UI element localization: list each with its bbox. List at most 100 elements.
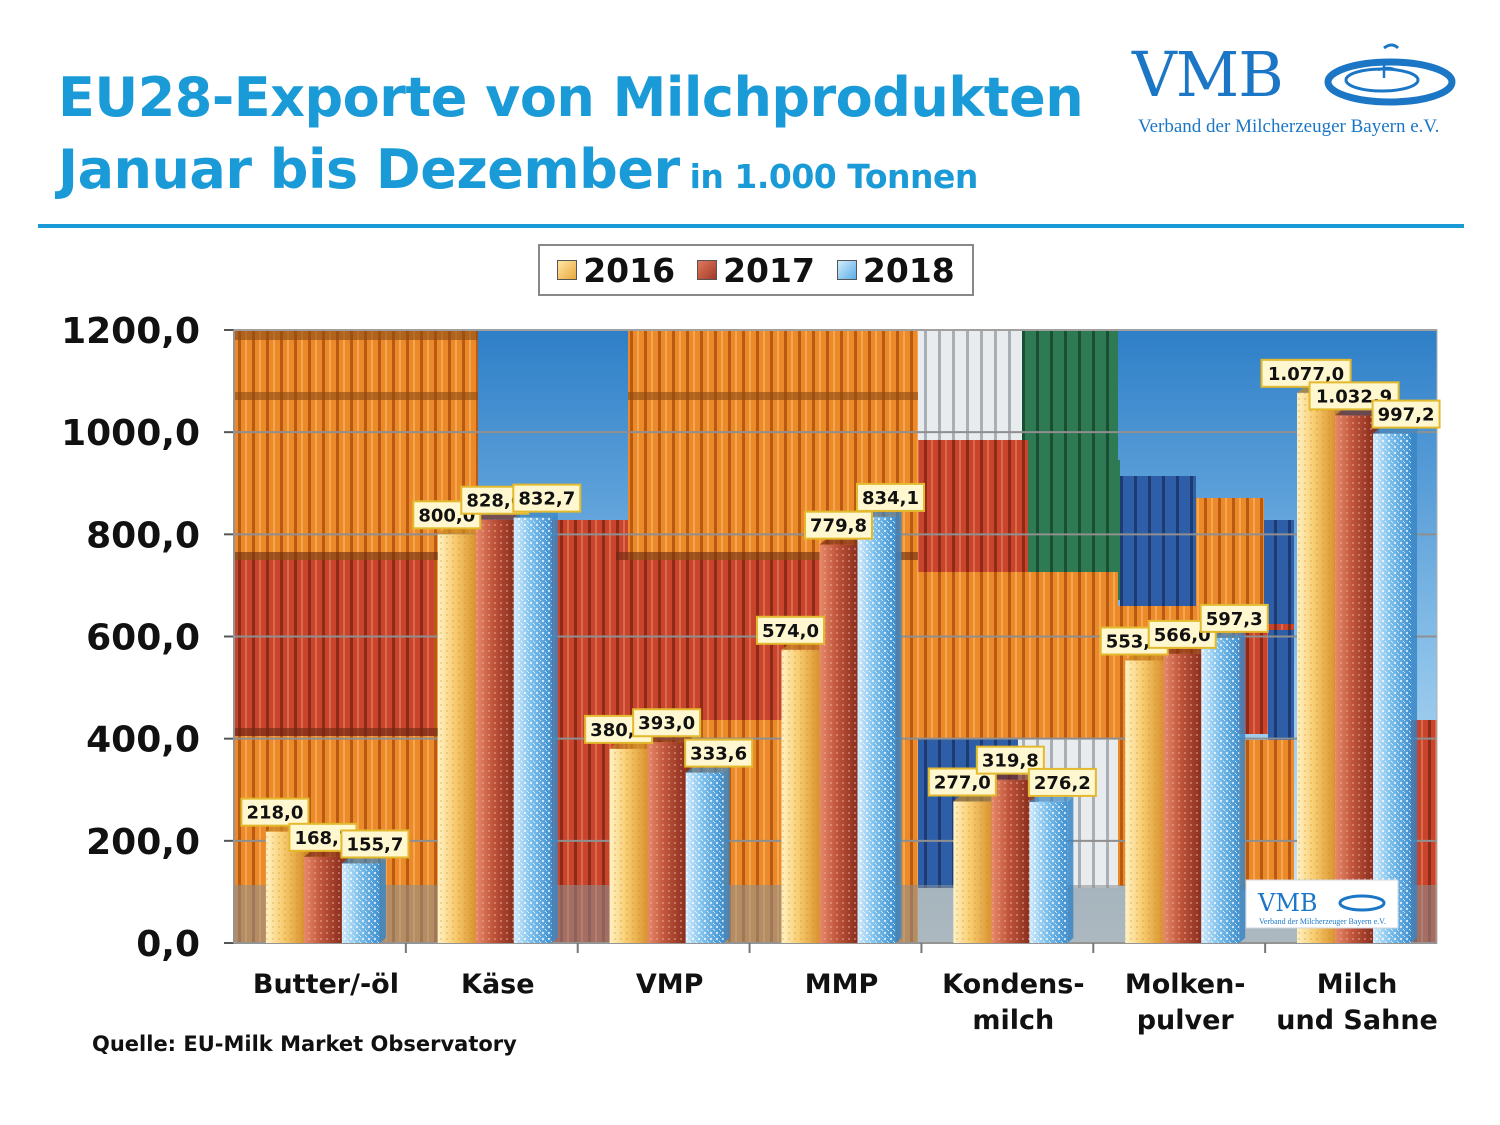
bar-top bbox=[1163, 648, 1208, 654]
value-label-box bbox=[684, 738, 754, 768]
value-label-box bbox=[512, 483, 582, 513]
value-label-text: 218,0 bbox=[246, 803, 303, 824]
y-tick-labels: 0,0 200,0 400,0 600,0 800,0 1000,0 1200,0 bbox=[61, 311, 200, 965]
value-label-text: 393,0 bbox=[638, 713, 695, 734]
watermark-text: VMB bbox=[1257, 889, 1318, 917]
value-label: 333,6 bbox=[684, 738, 754, 768]
x-tick-label: Molken- bbox=[1125, 969, 1246, 1000]
value-label-text: 277,0 bbox=[934, 772, 991, 793]
bar-top bbox=[437, 529, 482, 535]
value-label-text: 574,0 bbox=[762, 621, 819, 642]
bar-2017-0 bbox=[303, 851, 348, 943]
bar-texture bbox=[1125, 660, 1164, 943]
chart-legend: 2016 2017 2018 bbox=[538, 244, 974, 296]
logo-swirl-icon bbox=[1324, 43, 1456, 106]
bar-2018-5 bbox=[1201, 632, 1246, 943]
bar-texture bbox=[303, 856, 342, 943]
bar-top bbox=[609, 743, 654, 749]
x-tick-label: pulver bbox=[1137, 1005, 1235, 1036]
y-tick-label: 1200,0 bbox=[61, 311, 200, 352]
x-tick-label: VMP bbox=[636, 969, 704, 1000]
value-label: 155,7 bbox=[340, 829, 410, 859]
bar-side bbox=[1067, 796, 1074, 943]
bar-2017-2 bbox=[647, 737, 692, 943]
bar-2018-4 bbox=[1029, 796, 1074, 943]
value-label: 832,7 bbox=[512, 483, 582, 513]
title-line2-main: Januar bis Dezember bbox=[58, 138, 680, 201]
bar-texture bbox=[1163, 653, 1202, 943]
logo-subtitle: Verband der Milcherzeuger Bayern e.V. bbox=[1138, 116, 1440, 137]
x-tick-label: MMP bbox=[805, 969, 879, 1000]
value-label: 218,0 bbox=[240, 797, 310, 827]
y-tick-label: 400,0 bbox=[86, 720, 200, 761]
watermark-logo: VMB Verband der Milcherzeuger Bayern e.V… bbox=[1245, 879, 1399, 929]
value-label-text: 828,6 bbox=[466, 491, 523, 512]
bar-2018-2 bbox=[685, 767, 730, 943]
x-tick-labels: Butter/-öl Käse VMP MMP Kondens-milch Molken-… bbox=[253, 969, 1438, 1036]
bar-texture bbox=[781, 649, 820, 943]
value-label-text: 997,2 bbox=[1378, 405, 1435, 426]
value-label-text: 832,7 bbox=[518, 489, 575, 510]
legend-swatch-2018 bbox=[836, 260, 857, 280]
bar-texture bbox=[991, 779, 1030, 943]
bar-texture bbox=[647, 742, 686, 943]
x-tick-label: und Sahne bbox=[1276, 1005, 1438, 1036]
y-tick-label: 600,0 bbox=[86, 618, 200, 659]
logo-text: VMB bbox=[1132, 38, 1284, 111]
bar-texture bbox=[1335, 415, 1374, 944]
value-label-box bbox=[632, 708, 702, 738]
bar-top bbox=[475, 514, 520, 520]
bar-2018-6 bbox=[1373, 428, 1418, 943]
value-label-box bbox=[412, 500, 482, 530]
title-unit: in 1.000 Tonnen bbox=[689, 157, 979, 196]
watermark-swirl-icon bbox=[1338, 894, 1386, 912]
bar-top bbox=[1335, 410, 1380, 416]
bar-top bbox=[953, 796, 998, 802]
bar-2016-1 bbox=[437, 529, 482, 943]
bar-texture bbox=[1373, 433, 1412, 943]
title-divider bbox=[38, 224, 1464, 228]
bar-top bbox=[647, 737, 692, 743]
bar-side bbox=[723, 767, 730, 943]
value-label-box bbox=[856, 482, 925, 512]
y-tick-label: 1000,0 bbox=[61, 413, 200, 454]
bar-texture bbox=[1297, 392, 1336, 943]
value-label-text: 1.077,0 bbox=[1268, 364, 1344, 385]
x-tick-label: Milch bbox=[1317, 969, 1398, 1000]
value-label-text: 276,2 bbox=[1034, 773, 1091, 794]
bar-top bbox=[819, 539, 864, 545]
bar-texture bbox=[685, 772, 724, 943]
bar-side bbox=[551, 512, 558, 943]
y-tick-label: 200,0 bbox=[86, 822, 200, 863]
x-tick-label: Butter/-öl bbox=[253, 969, 399, 1000]
bar-texture bbox=[819, 544, 858, 943]
bar-texture bbox=[857, 516, 896, 943]
bar-texture bbox=[1029, 801, 1068, 943]
value-label-text: 834,1 bbox=[862, 488, 919, 509]
bar-texture bbox=[341, 863, 380, 943]
x-tick-label: Kondens- bbox=[942, 969, 1084, 1000]
legend-item-2018: 2018 bbox=[836, 250, 955, 290]
bar-top bbox=[303, 851, 348, 857]
legend-label-2018: 2018 bbox=[862, 250, 955, 290]
vmb-logo: VMB Verband der Milcherzeuger Bayern e.V… bbox=[1132, 36, 1462, 146]
bar-top bbox=[991, 774, 1036, 780]
value-labels: 218,0168,7155,7800,0828,6832,7380,0393,0… bbox=[240, 358, 1441, 859]
bar-2016-2 bbox=[609, 743, 654, 943]
bar-side bbox=[1411, 428, 1418, 943]
bar-2016-4 bbox=[953, 796, 998, 943]
legend-item-2017: 2017 bbox=[697, 251, 815, 290]
value-label: 597,3 bbox=[1199, 603, 1269, 633]
legend-label-2016: 2016 bbox=[583, 250, 676, 290]
value-label: 779,8 bbox=[804, 510, 873, 540]
bar-top bbox=[1125, 655, 1170, 661]
bar-2017-5 bbox=[1163, 648, 1208, 943]
x-tick-label: milch bbox=[972, 1005, 1054, 1036]
value-label-text: 566,0 bbox=[1154, 625, 1211, 646]
bar-texture bbox=[953, 801, 992, 943]
legend-item-2016: 2016 bbox=[557, 251, 675, 290]
value-label: 800,0 bbox=[412, 500, 482, 530]
value-label-text: 155,7 bbox=[346, 834, 403, 855]
value-label: 276,2 bbox=[1027, 767, 1097, 797]
